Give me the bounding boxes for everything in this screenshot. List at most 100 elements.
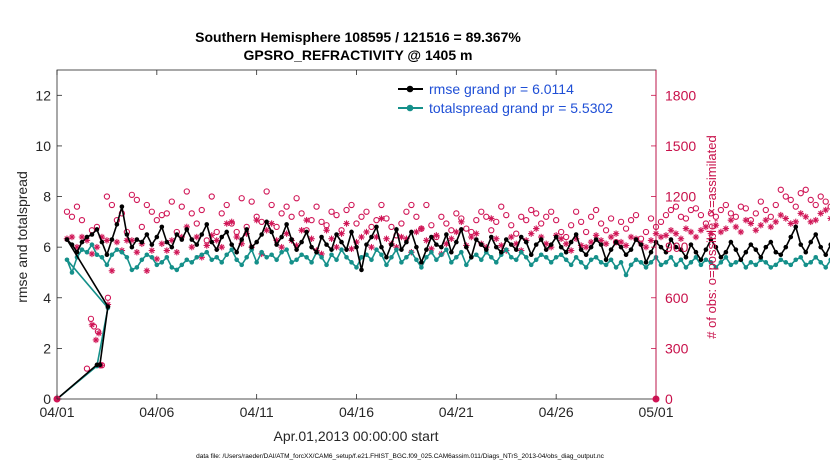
obs-assimilated-stroke	[224, 220, 230, 227]
obs-assimilated-point	[582, 243, 590, 251]
rmse-point	[508, 242, 514, 247]
rmse-point	[424, 247, 429, 252]
spread-point	[124, 254, 130, 260]
spread-point	[119, 249, 125, 255]
obs-assimilated-point	[253, 216, 260, 224]
obs-assimilated-point	[93, 243, 101, 251]
obs-assimilated-stroke	[428, 246, 435, 252]
axis-layer: 04/01 04/06 04/11 04/16 04/21 04/26 05/0102468…	[35, 70, 696, 420]
obs-assimilated-point	[303, 216, 310, 224]
obs-assimilated-stroke	[79, 234, 85, 240]
obs-assimilated-point	[158, 240, 166, 247]
obs-assimilated-point	[807, 218, 814, 226]
spread-point	[733, 260, 739, 265]
obs-assimilated-stroke	[413, 229, 420, 235]
rmse-point	[823, 252, 829, 258]
spread-point	[478, 257, 484, 263]
obs-assimilated-point	[298, 227, 305, 234]
obs-assimilated-point	[617, 238, 625, 246]
rmse-point	[244, 227, 249, 232]
rmse-point	[339, 239, 344, 245]
obs-assimilated-stroke	[219, 244, 225, 250]
obs-assimilated-stroke	[433, 232, 439, 238]
obs-possible-point	[827, 203, 830, 210]
rmse-point	[99, 239, 105, 245]
spread-point	[339, 247, 344, 252]
obs-possible-point	[223, 201, 230, 209]
rmse-point	[553, 234, 559, 240]
obs-possible-point	[363, 208, 370, 215]
rmse-point	[174, 232, 180, 237]
spread-point	[444, 247, 449, 252]
spread-point	[434, 257, 439, 263]
obs-assimilated-point	[143, 267, 151, 274]
rmse-point	[449, 249, 454, 255]
obs-assimilated-point	[687, 228, 695, 236]
spread-point	[743, 265, 749, 270]
obs-assimilated-stroke	[84, 237, 90, 244]
obs-possible-point	[218, 210, 225, 217]
spread-point	[518, 249, 524, 255]
rmse-point	[214, 247, 220, 252]
obs-possible-point	[817, 193, 824, 200]
spread-point	[778, 257, 784, 263]
obs-possible-point	[378, 201, 385, 209]
y2-axis-label: # of obs: o=possible; ×=assimilated	[704, 135, 719, 338]
obs-assimilated-stroke	[69, 234, 75, 240]
obs-assimilated-point	[358, 233, 365, 241]
obs-assimilated-stroke	[718, 229, 724, 235]
spread-point	[299, 252, 304, 258]
rmse-point	[154, 234, 160, 240]
rmse-point	[139, 239, 145, 245]
rmse-point	[583, 252, 589, 258]
obs-assimilated-stroke	[174, 249, 180, 255]
spread-point	[404, 254, 409, 260]
legend-rmse-marker	[406, 85, 414, 93]
spread-point	[558, 252, 564, 258]
obs-assimilated-stroke	[738, 229, 744, 235]
rmse-point	[384, 254, 389, 260]
obs-possible-point	[692, 205, 700, 212]
spread-point	[643, 265, 649, 270]
y-tick-label: 4	[43, 290, 51, 306]
obs-assimilated-stroke	[583, 244, 589, 250]
obs-assimilated-point	[283, 230, 290, 237]
spread-point	[189, 260, 195, 265]
obs-assimilated-stroke	[453, 229, 459, 235]
footnote: data file: /Users/raeder/DAI/ATM_forcXX/…	[196, 453, 605, 460]
y-axis-label: rmse and totalspread	[14, 171, 30, 303]
spread-point	[329, 252, 334, 258]
obs-assimilated-stroke	[283, 231, 290, 237]
obs-possible-point	[153, 217, 160, 224]
rmse-point	[224, 229, 230, 235]
obs-assimilated-point	[263, 227, 270, 234]
spread-point	[194, 254, 200, 260]
obs-assimilated-point	[727, 216, 735, 224]
spread-point	[269, 252, 274, 258]
rmse-point	[743, 249, 749, 255]
rmse-point	[264, 219, 269, 225]
spread-point	[319, 254, 324, 260]
obs-assimilated-stroke	[89, 251, 95, 257]
obs-assimilated-stroke	[109, 268, 115, 274]
obs-assimilated-stroke	[528, 231, 534, 237]
obs-assimilated-stroke	[663, 232, 669, 238]
obs-possible-point	[592, 206, 600, 214]
y-tick-label: 2	[43, 340, 51, 356]
obs-assimilated-point	[567, 247, 575, 254]
y2-tick-label: 1200	[665, 189, 696, 205]
obs-possible-point	[707, 210, 715, 217]
spread-point	[379, 252, 384, 258]
rmse-point	[374, 224, 379, 230]
rmse-point	[464, 244, 469, 250]
spread-point	[184, 257, 190, 263]
rmse-point	[758, 254, 764, 260]
obs-possible-point	[478, 208, 485, 215]
obs-possible-point	[587, 213, 595, 220]
spread-point	[244, 254, 249, 260]
obs-assimilated-point	[667, 227, 675, 234]
spread-point	[613, 265, 619, 270]
obs-assimilated-point	[757, 222, 765, 229]
spread-point	[693, 254, 699, 260]
spread-point	[179, 262, 185, 268]
